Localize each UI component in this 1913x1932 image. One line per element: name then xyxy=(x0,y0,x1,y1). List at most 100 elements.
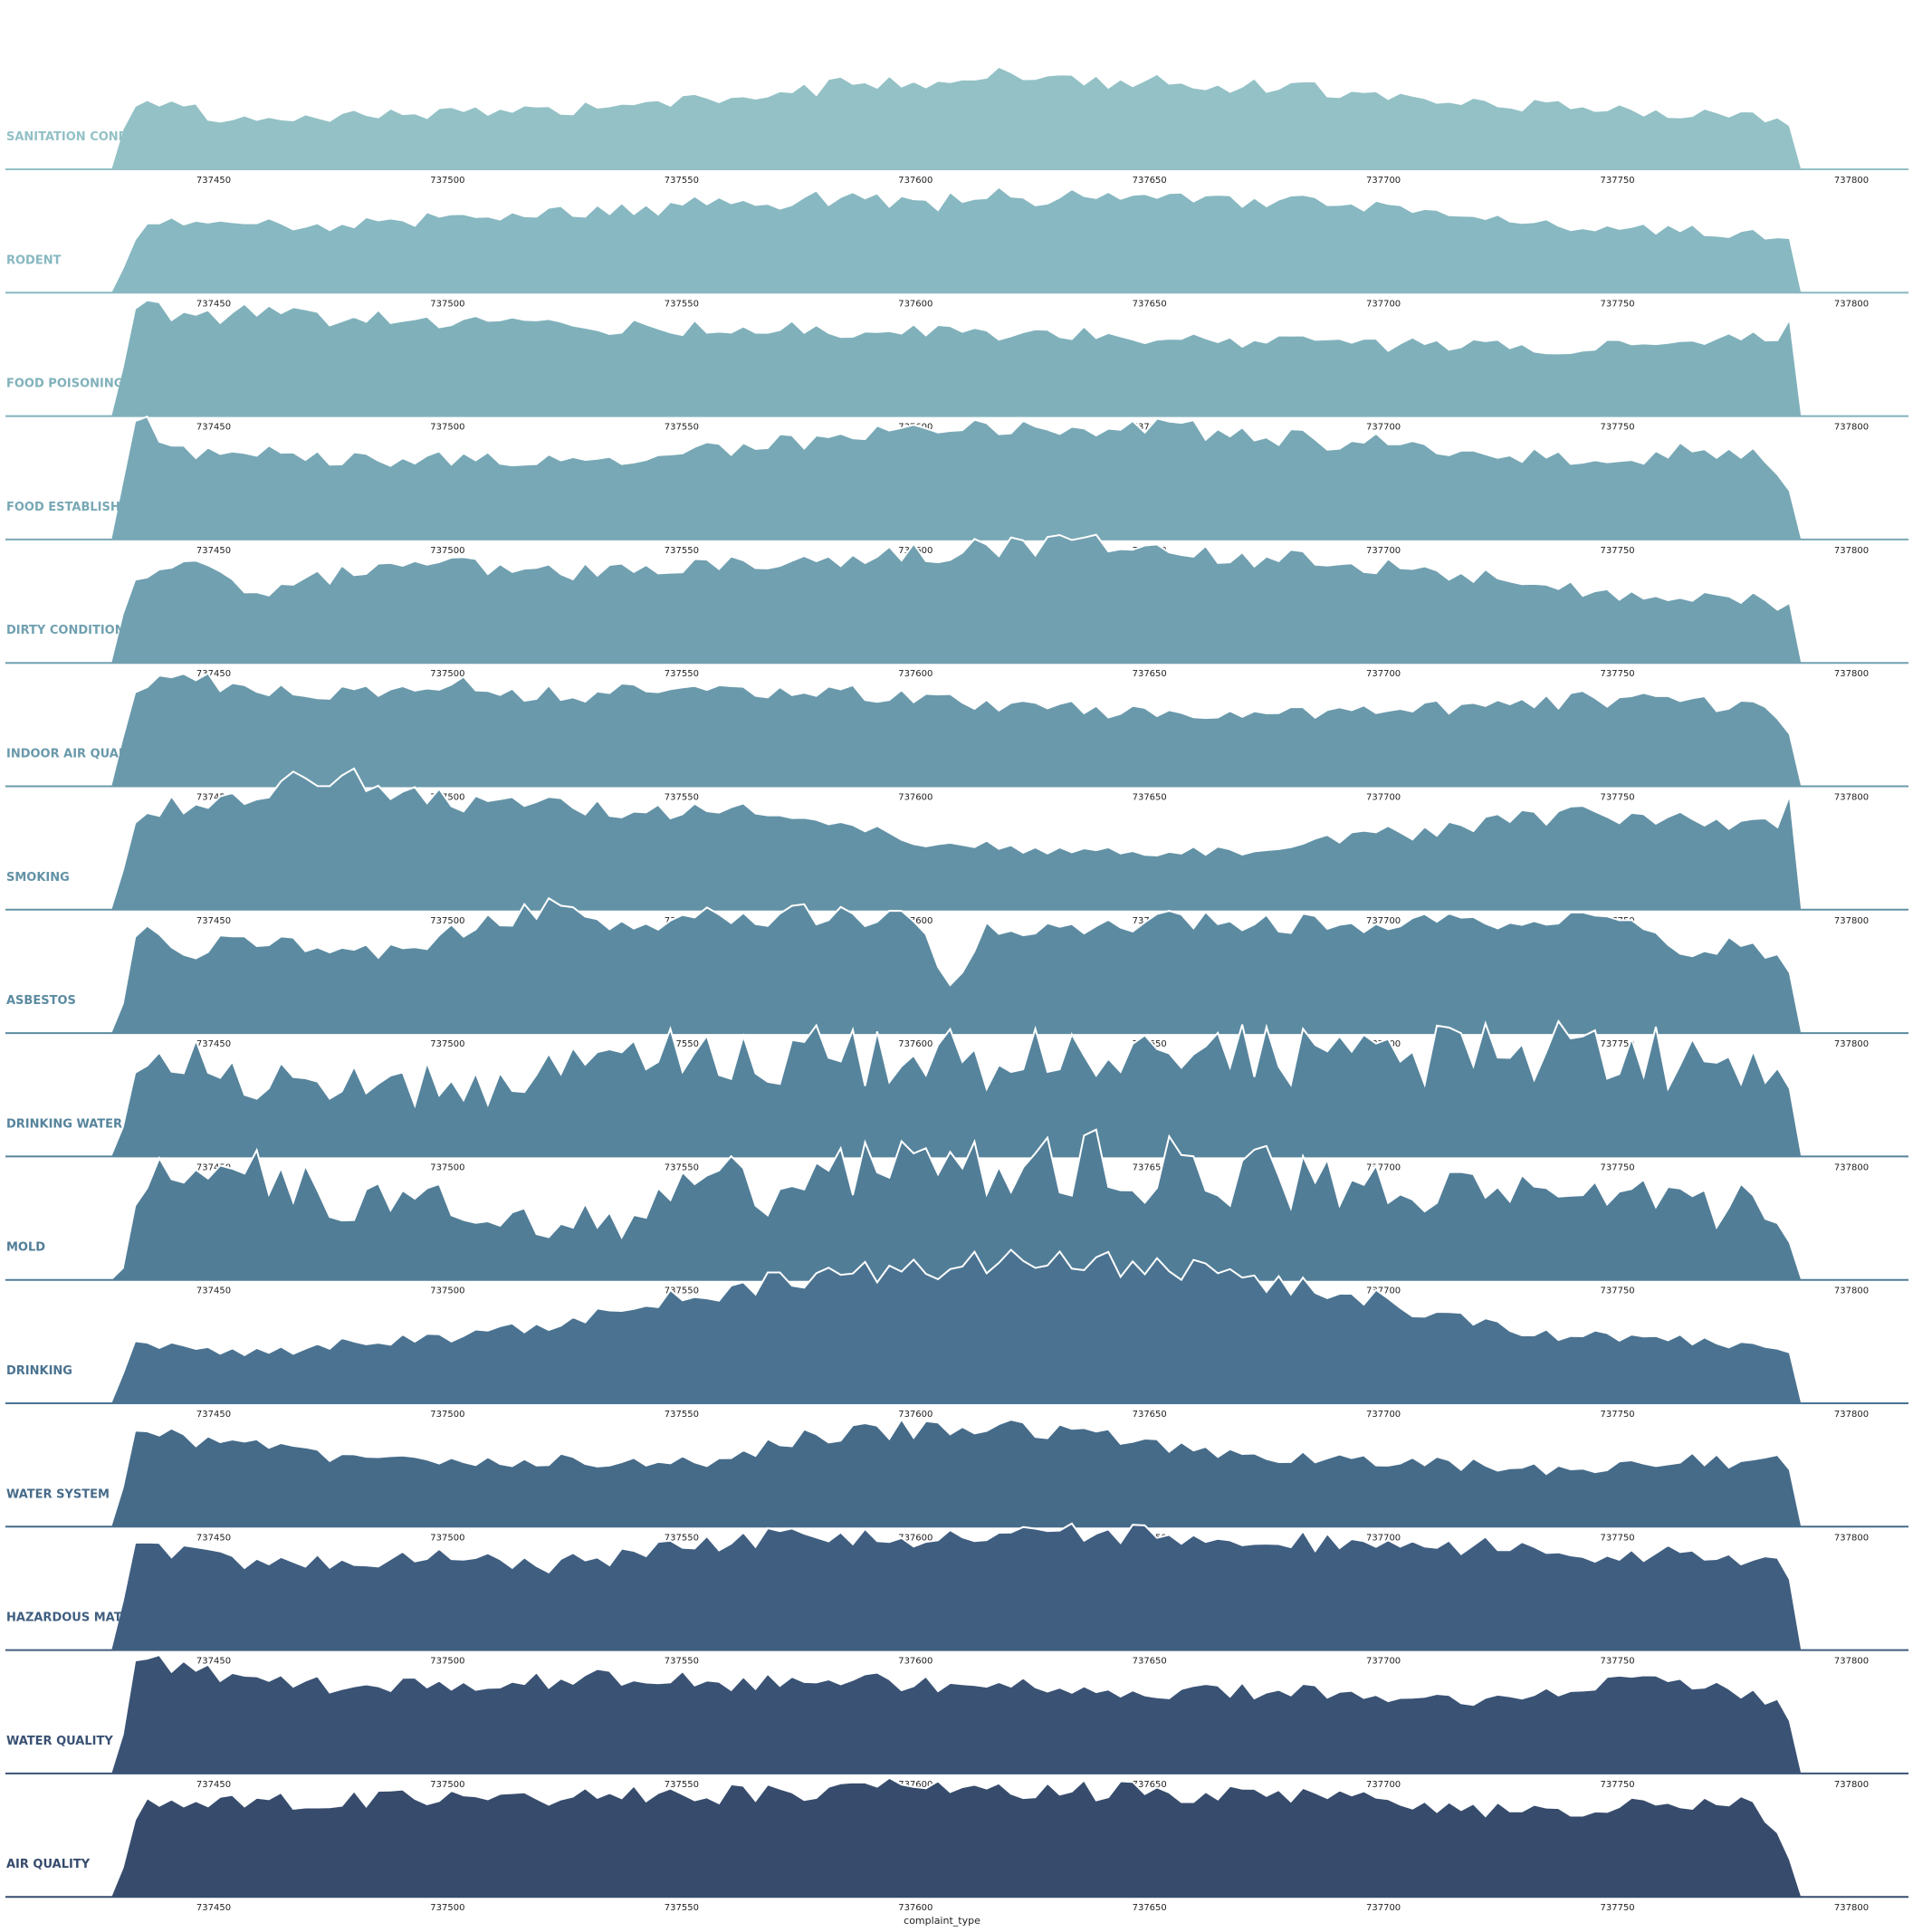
x-tick-label: 737500 xyxy=(430,669,464,679)
x-tick-label: 737450 xyxy=(196,1903,231,1913)
x-tick-label: 737450 xyxy=(196,1286,231,1296)
ridge-area xyxy=(110,768,1803,910)
x-tick-label: 737600 xyxy=(898,1533,933,1543)
x-tick-label: 737750 xyxy=(1601,299,1635,309)
x-tick-label: 737800 xyxy=(1834,546,1869,556)
x-tick-label: 737750 xyxy=(1601,423,1635,433)
x-tick-label: 737650 xyxy=(1133,299,1167,309)
ridge-outline xyxy=(110,1417,1803,1527)
ridge-row: WATER QUALITY 737450 737500 737550 737600 737… xyxy=(5,1653,1908,1790)
x-tick-label: 737500 xyxy=(430,916,464,926)
x-tick-label: 737600 xyxy=(898,1657,933,1667)
x-tick-label: 737450 xyxy=(196,1039,231,1049)
ridge-outline xyxy=(110,186,1803,293)
ridge-outline xyxy=(110,672,1803,787)
x-tick-label: 737800 xyxy=(1834,1903,1869,1913)
ridge-area xyxy=(110,1419,1803,1527)
x-tick-label: 737750 xyxy=(1601,1039,1635,1049)
ridge-row: DRINKING 737450 737500 737550 737600 737650 73… xyxy=(5,1248,1908,1420)
x-tick-label: 737450 xyxy=(196,176,231,186)
ridge-area xyxy=(110,1249,1803,1403)
x-tick-label: 737700 xyxy=(1366,423,1401,433)
x-tick-label: 737700 xyxy=(1366,546,1401,556)
ridge-row-label: RODENT xyxy=(6,253,62,267)
x-tick-label: 737700 xyxy=(1366,793,1401,803)
ridge-outline xyxy=(110,1248,1803,1404)
ridge-row: FOOD POISONING 737450 737500 737550 737600 73… xyxy=(5,299,1908,433)
x-tick-label: 737750 xyxy=(1601,1286,1635,1296)
x-tick-label: 737800 xyxy=(1834,1657,1869,1667)
x-tick-label: 737600 xyxy=(898,176,933,186)
x-tick-label: 737800 xyxy=(1834,176,1869,186)
x-tick-label: 737450 xyxy=(196,1162,231,1172)
x-tick-label: 737650 xyxy=(1133,669,1167,679)
ridge-area xyxy=(110,1021,1803,1157)
x-tick-label: 737550 xyxy=(665,793,699,803)
ridge-area xyxy=(110,1777,1803,1898)
x-tick-label: 737600 xyxy=(898,669,933,679)
x-tick-label: 737650 xyxy=(1133,1162,1167,1172)
x-tick-label: 737450 xyxy=(196,1410,231,1420)
ridge-area xyxy=(110,416,1803,540)
ridge-row: DRINKING WATER 737450 737500 737550 737600 73… xyxy=(5,1019,1908,1172)
x-tick-label: 737650 xyxy=(1133,176,1167,186)
x-tick-label: 737800 xyxy=(1834,793,1869,803)
ridge-row: INDOOR AIR QUALITY 737450 737500 737550 7376… xyxy=(5,672,1908,803)
x-tick-label: 737550 xyxy=(665,1533,699,1543)
x-tick-label: 737750 xyxy=(1601,669,1635,679)
ridge-row: FOOD ESTABLISHMENT7374507375007375507376… xyxy=(5,415,1908,556)
ridge-row-label: WATER QUALITY xyxy=(6,1735,113,1748)
ridge-row-label: DRINKING WATER xyxy=(6,1117,122,1131)
x-tick-label: 737650 xyxy=(1133,1657,1167,1667)
ridge-row: ASBESTOS73745073750073755073760073765073… xyxy=(5,896,1908,1049)
x-tick-label: 737500 xyxy=(430,1533,464,1543)
x-tick-label: 737750 xyxy=(1601,1780,1635,1790)
ridge-area xyxy=(110,1129,1803,1280)
x-tick-label: 737750 xyxy=(1601,1657,1635,1667)
ridge-row-label: DRINKING xyxy=(6,1364,72,1378)
ridge-row-label: AIR QUALITY xyxy=(6,1858,91,1871)
x-tick-label: 737600 xyxy=(898,299,933,309)
x-tick-label: 737550 xyxy=(665,1286,699,1296)
x-tick-label: 737550 xyxy=(665,1903,699,1913)
x-tick-label: 737550 xyxy=(665,1657,699,1667)
ridge-outline xyxy=(110,896,1803,1034)
x-tick-label: 737800 xyxy=(1834,423,1869,433)
x-tick-label: 737800 xyxy=(1834,1533,1869,1543)
ridge-row-label: WATER SYSTEM xyxy=(6,1487,110,1501)
ridge-outline xyxy=(110,533,1803,664)
ridge-area xyxy=(110,673,1803,787)
x-tick-label: 737800 xyxy=(1834,916,1869,926)
x-tick-label: 737600 xyxy=(898,1903,933,1913)
x-tick-label: 737800 xyxy=(1834,669,1869,679)
x-tick-label: 737750 xyxy=(1601,546,1635,556)
x-tick-label: 737500 xyxy=(430,299,464,309)
x-tick-label: 737650 xyxy=(1133,1780,1167,1790)
x-tick-label: 737750 xyxy=(1601,1903,1635,1913)
ridge-area xyxy=(110,534,1803,664)
ridge-row-label: HAZARDOUS MATERIALS xyxy=(6,1612,168,1625)
x-tick-label: 737500 xyxy=(430,423,464,433)
x-tick-label: 737550 xyxy=(665,546,699,556)
x-tick-label: 737750 xyxy=(1601,793,1635,803)
x-tick-label: 737700 xyxy=(1366,1657,1401,1667)
x-tick-label: 737800 xyxy=(1834,1039,1869,1049)
ridge-row: DIRTY CONDITIONS 737450 737500 737550 737600… xyxy=(5,533,1908,679)
x-tick-label: 737750 xyxy=(1601,1162,1635,1172)
ridge-area xyxy=(110,300,1803,416)
x-tick-label: 737700 xyxy=(1366,1162,1401,1172)
x-tick-label: 737600 xyxy=(898,793,933,803)
x-tick-label: 737500 xyxy=(430,176,464,186)
x-tick-label: 737500 xyxy=(430,1410,464,1420)
ridge-outline xyxy=(110,1019,1803,1157)
ridge-row-label: SMOKING xyxy=(6,871,70,885)
x-tick-label: 737600 xyxy=(898,1410,933,1420)
x-tick-label: 737800 xyxy=(1834,1162,1869,1172)
x-tick-label: 737750 xyxy=(1601,176,1635,186)
x-tick-label: 737500 xyxy=(430,1903,464,1913)
ridge-outline xyxy=(110,65,1803,170)
x-tick-label: 737450 xyxy=(196,1657,231,1667)
ridge-row: AIR QUALITY 737450 737500 737550 737600 73765… xyxy=(5,1776,1908,1913)
x-tick-label: 737600 xyxy=(898,1039,933,1049)
